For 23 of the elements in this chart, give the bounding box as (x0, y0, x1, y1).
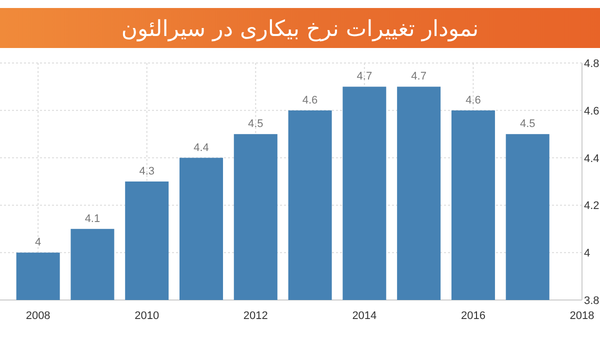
y-tick-label: 4.2 (584, 200, 600, 212)
data-label: 4.5 (248, 118, 264, 130)
data-label: 4.4 (194, 142, 209, 154)
y-tick-label: 4.8 (584, 58, 600, 70)
data-label: 4.3 (139, 166, 155, 178)
y-tick-label: 3.8 (584, 295, 600, 307)
x-tick-label: 2016 (460, 310, 486, 322)
x-tick-label: 2008 (26, 310, 50, 322)
y-tick-label: 4.6 (584, 105, 600, 118)
y-tick-label: 4 (584, 248, 590, 260)
x-tick-label: 2018 (570, 310, 594, 322)
data-label: 4.6 (466, 94, 481, 106)
chart-title: نمودار تغییرات نرخ بیکاری در سیرالئون (121, 17, 479, 42)
y-tick-label: 4.4 (584, 152, 600, 165)
x-tick-label: 2014 (352, 310, 377, 322)
x-tick-label: 2012 (243, 310, 268, 322)
data-label: 4.7 (411, 70, 426, 83)
x-tick-label: 2010 (134, 310, 160, 322)
data-label: 4.6 (302, 94, 318, 106)
data-label: 4.5 (520, 118, 536, 130)
data-label: 4 (35, 236, 42, 249)
data-label: 4.1 (84, 212, 100, 225)
data-label: 4.7 (356, 70, 372, 83)
